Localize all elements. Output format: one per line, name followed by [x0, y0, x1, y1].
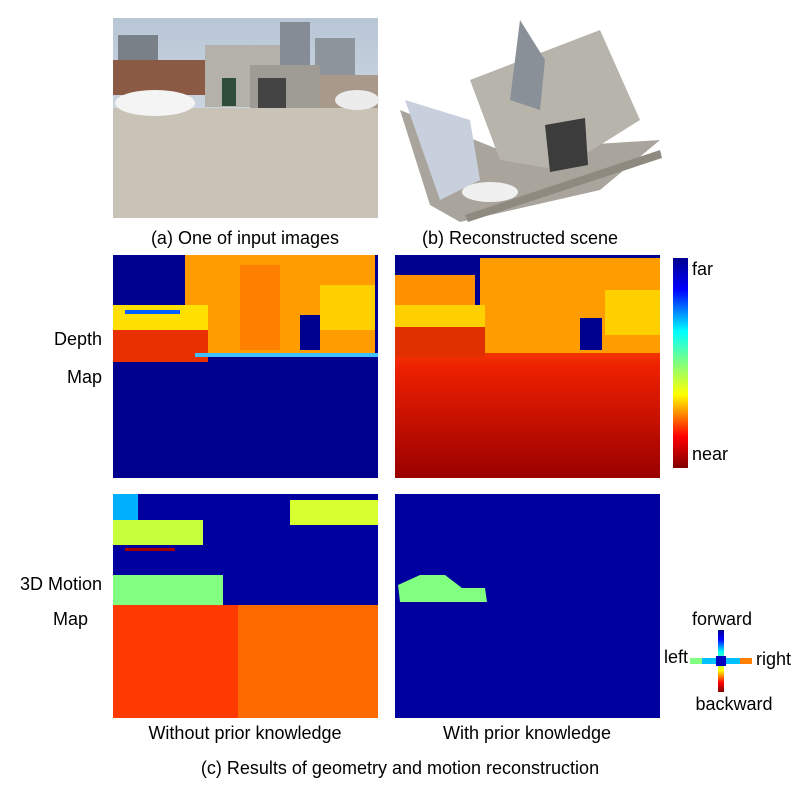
column-label: With prior knowledge	[443, 723, 611, 743]
colorbar-label: near	[692, 444, 728, 464]
input-photo	[113, 18, 379, 218]
caption-a: (a) One of input images	[151, 228, 339, 248]
colorbar-label: far	[692, 259, 713, 279]
depth-map-with-prior	[395, 255, 660, 478]
row-label: Depth	[54, 329, 102, 349]
direction-label: backward	[695, 694, 772, 714]
row-label: Map	[67, 367, 102, 387]
caption-b: (b) Reconstructed scene	[422, 228, 618, 248]
row-label: Map	[53, 609, 88, 629]
reconstructed-scene	[400, 20, 662, 222]
colorbar	[673, 258, 688, 468]
direction-label: right	[756, 649, 791, 669]
page: (a) One of input images (b) Reconstructe…	[0, 0, 804, 787]
depth-map-without-prior	[113, 255, 378, 478]
column-label: Without prior knowledge	[148, 723, 341, 743]
motion-map-with-prior	[395, 494, 660, 718]
direction-legend	[690, 630, 752, 692]
figure: (a) One of input images (b) Reconstructe…	[0, 0, 804, 782]
row-label: 3D Motion	[20, 574, 102, 594]
motion-map-without-prior	[113, 494, 378, 718]
direction-label: forward	[692, 609, 752, 629]
caption-c: (c) Results of geometry and motion recon…	[201, 758, 599, 778]
direction-label: left	[664, 647, 688, 667]
